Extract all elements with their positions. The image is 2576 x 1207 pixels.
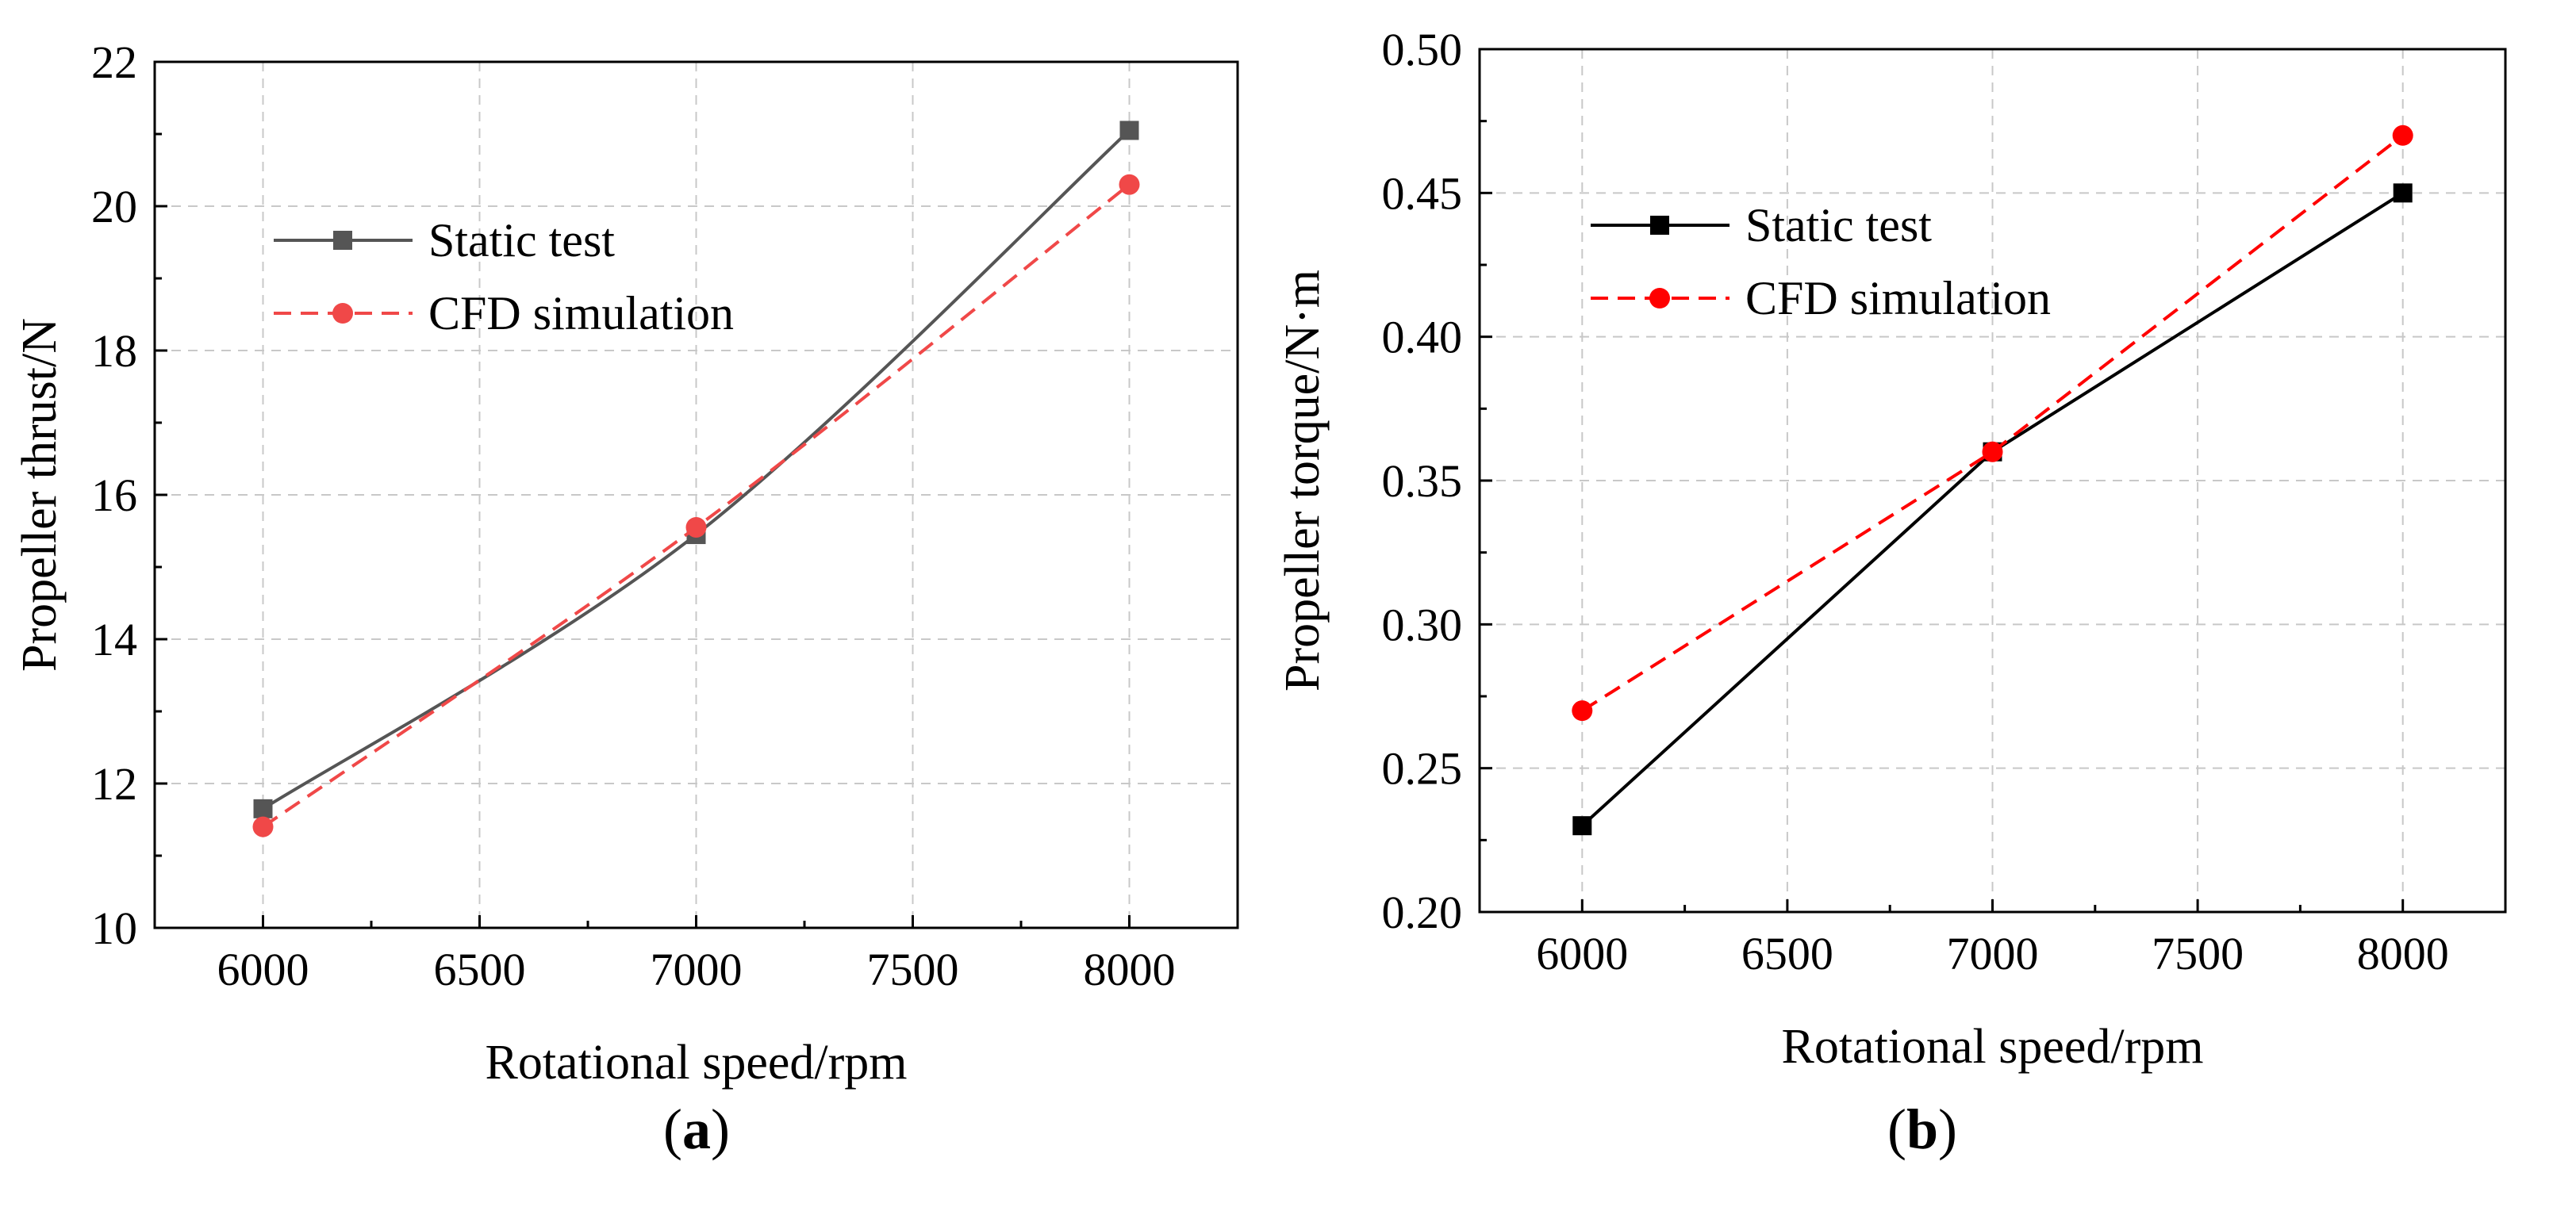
x-tick-label: 7500 <box>867 944 959 995</box>
data-point-static-test <box>253 799 273 818</box>
chart-panel-b: 6000 6500 7000 7500 8000 0.20 0.25 0.30 0.35 0.40… <box>1276 24 2507 1161</box>
legend-label: Static test <box>428 214 615 266</box>
x-tick-label: 6500 <box>434 944 526 995</box>
panel-label: (b) <box>1887 1098 1957 1161</box>
legend-label: CFD simulation <box>1745 272 2051 324</box>
y-tick-label: 0.30 <box>1382 599 1463 650</box>
y-tick-label: 20 <box>91 181 137 232</box>
x-tick-label: 8000 <box>1084 944 1176 995</box>
data-point-cfd-simulation <box>1572 700 1593 722</box>
data-point-static-test <box>2393 183 2413 203</box>
x-tick-label: 8000 <box>2357 928 2449 979</box>
data-point-cfd-simulation <box>685 516 707 538</box>
y-tick-label: 10 <box>91 902 137 954</box>
y-axis-label: Propeller torque/N·m <box>1276 270 1330 692</box>
data-point-cfd-simulation <box>2392 125 2413 146</box>
y-tick-label: 12 <box>91 758 137 810</box>
y-axis-label: Propeller thrust/N <box>13 318 67 672</box>
legend-label: Static test <box>1745 199 1932 251</box>
legend-swatch-marker <box>1650 216 1669 235</box>
y-tick-label: 0.20 <box>1382 887 1463 938</box>
panel-label-paren-open: ( <box>1887 1098 1906 1161</box>
y-tick-label: 0.35 <box>1382 455 1463 507</box>
x-axis-label: Rotational speed/rpm <box>485 1036 907 1090</box>
data-point-cfd-simulation <box>1982 441 2003 462</box>
panel-label-letter: b <box>1906 1098 1938 1161</box>
panel-label-paren-close: ) <box>711 1098 730 1161</box>
panel-label-paren-close: ) <box>1938 1098 1957 1161</box>
y-tick-label: 14 <box>91 614 137 665</box>
data-point-cfd-simulation <box>1119 174 1140 195</box>
y-tick-label: 0.50 <box>1382 24 1463 75</box>
y-tick-label: 0.40 <box>1382 312 1463 363</box>
x-tick-label: 6000 <box>217 944 309 995</box>
legend-label: CFD simulation <box>428 287 734 339</box>
legend-swatch-marker <box>332 303 353 324</box>
y-tick-label: 16 <box>91 469 137 521</box>
data-point-static-test <box>1572 816 1592 836</box>
x-tick-label: 6000 <box>1536 928 1628 979</box>
panel-label-letter: a <box>682 1098 711 1161</box>
x-axis-label: Rotational speed/rpm <box>1781 1020 2203 1074</box>
chart-panel-a: 6000 6500 7000 7500 8000 10 12 14 16 18 20 22 Rotati… <box>13 36 1239 1161</box>
panel-label-paren-open: ( <box>663 1098 682 1161</box>
panel-label: (a) <box>663 1098 730 1161</box>
y-tick-label: 0.45 <box>1382 167 1463 219</box>
x-tick-label: 7000 <box>1947 928 2039 979</box>
y-tick-label: 18 <box>91 325 137 377</box>
legend-swatch-marker <box>333 231 352 250</box>
x-tick-label: 7500 <box>2152 928 2244 979</box>
y-tick-label: 22 <box>91 36 137 88</box>
x-tick-label: 6500 <box>1741 928 1833 979</box>
x-tick-label: 7000 <box>651 944 743 995</box>
legend-swatch-marker <box>1649 288 1670 308</box>
data-point-cfd-simulation <box>252 816 274 837</box>
y-tick-label: 0.25 <box>1382 743 1463 795</box>
data-point-static-test <box>1119 121 1139 140</box>
